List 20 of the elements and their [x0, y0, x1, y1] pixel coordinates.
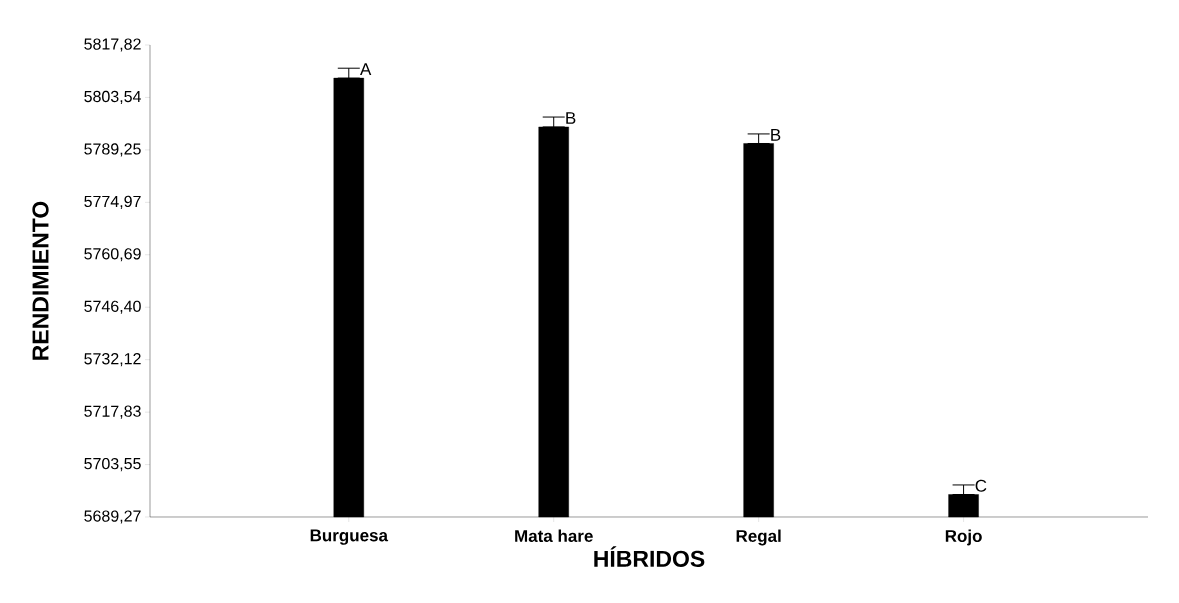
y-tick-label: 5689,27 — [84, 510, 141, 524]
y-tick-label: 5817,82 — [84, 38, 141, 52]
y-tick-label: 5732,12 — [84, 353, 141, 367]
x-tick-label: Regal — [736, 529, 781, 546]
y-tick-label: 5803,54 — [84, 90, 141, 105]
y-tick-label: 5703,55 — [84, 457, 141, 472]
y-axis-title: RENDIMIENTO — [32, 201, 49, 360]
x-tick-label: Mata hare — [515, 529, 593, 543]
y-tick-label: 5760,69 — [84, 248, 141, 262]
x-axis-title: HÍBRIDOS — [594, 546, 705, 567]
y-tick-label: 5717,83 — [84, 405, 141, 419]
annotation: B — [771, 129, 781, 141]
y-tick-label: 5746,40 — [84, 300, 141, 314]
y-tick-label: 5789,25 — [84, 143, 141, 157]
annotation: C — [975, 479, 987, 492]
annotation: A — [360, 63, 372, 75]
annotation: B — [566, 112, 576, 124]
x-tick-label: Rojo — [945, 529, 982, 546]
x-tick-label: Burguesa — [310, 529, 389, 545]
y-tick-label: 5774,97 — [84, 195, 141, 209]
